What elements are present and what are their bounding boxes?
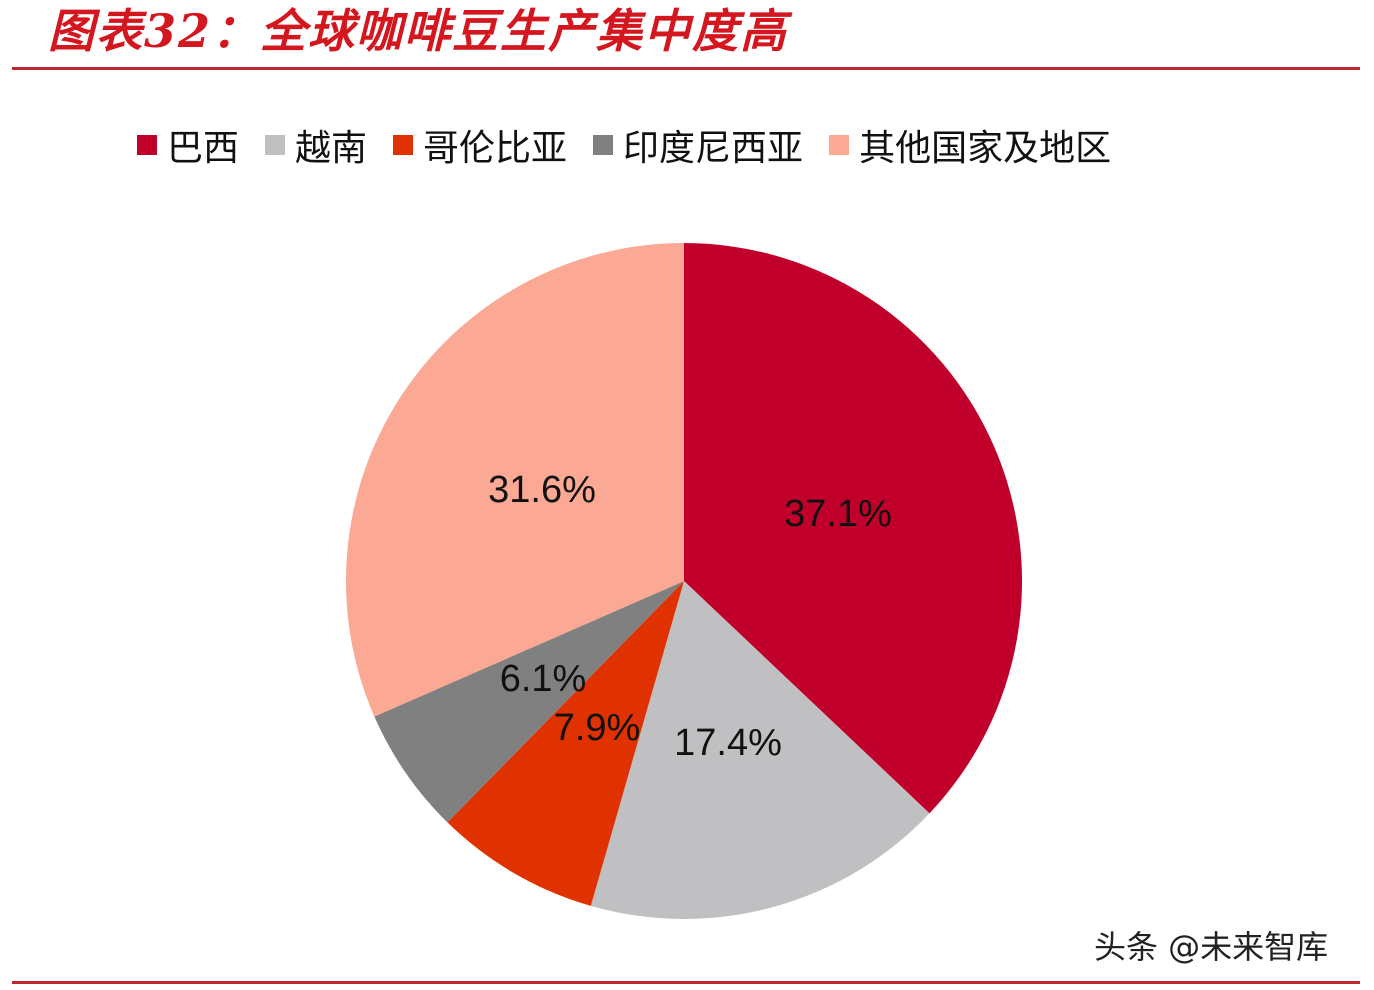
pie-slice-colombia [447,581,684,906]
data-label-indonesia: 6.1% [500,658,587,700]
data-label-vietnam: 17.4% [674,722,782,764]
bottom-divider [12,981,1360,984]
watermark: 头条 @未来智库 [1094,928,1329,966]
legend-label: 印度尼西亚 [623,128,804,169]
top-divider [12,67,1360,70]
legend-swatch [265,135,286,155]
pie-slice-others [346,243,684,717]
legend-item-indonesia: 印度尼西亚 [593,119,803,171]
pie-slice-vietnam [590,581,930,919]
pie-slices [346,243,1022,919]
legend-swatch [137,135,157,155]
legend-item-colombia: 哥伦比亚 [393,119,567,171]
legend-label: 巴西 [167,128,240,169]
legend-label: 其他国家及地区 [859,128,1112,169]
pie-slice-brazil [684,243,1022,814]
legend-item-vietnam: 越南 [265,119,367,171]
chart-title: 图表32：全球咖啡豆生产集中度高 [48,4,789,58]
data-label-others: 31.6% [488,469,596,511]
legend-label: 越南 [295,128,368,169]
data-label-colombia: 7.9% [554,707,641,749]
legend-label: 哥伦比亚 [423,128,568,169]
legend-swatch [593,135,614,155]
data-label-brazil: 37.1% [784,493,892,535]
legend-swatch [829,135,850,155]
chart-legend: 巴西 越南 哥伦比亚 印度尼西亚 其他国家及地区 [137,120,1137,170]
legend-swatch [393,135,414,155]
legend-item-brazil: 巴西 [137,119,239,171]
pie-slice-indonesia [374,581,684,823]
legend-item-others: 其他国家及地区 [829,119,1111,171]
pie-labels: 37.1% 17.4% 7.9% 6.1% 31.6% [488,469,892,764]
